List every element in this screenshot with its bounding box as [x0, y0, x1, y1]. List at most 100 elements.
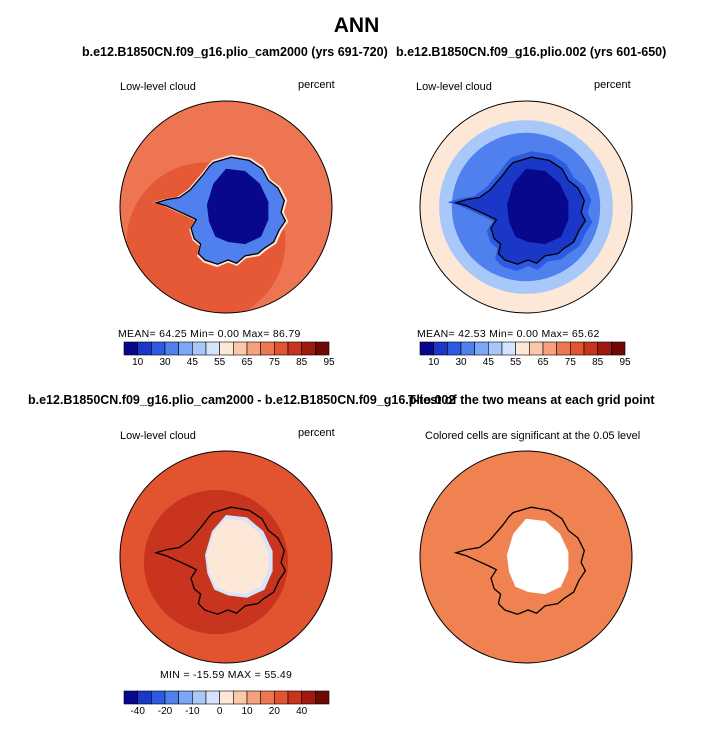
colorbar-swatch	[287, 690, 302, 705]
colorbar-swatch	[219, 341, 234, 356]
colorbar-swatch	[123, 690, 138, 705]
colorbar-swatch	[274, 690, 289, 705]
panel-1-units-label: percent	[298, 79, 335, 91]
colorbar-tick-label: 45	[482, 357, 494, 368]
map-panel-4	[419, 450, 633, 664]
colorbar-tick-label: 65	[241, 357, 253, 368]
colorbar-tick-label: 55	[510, 357, 522, 368]
colorbar-swatch	[192, 690, 207, 705]
colorbar-tick-label: 40	[296, 706, 308, 717]
antarctica-coastline	[153, 156, 287, 265]
panel-2-variable-label: Low-level cloud	[416, 81, 492, 93]
colorbar-swatch	[301, 341, 316, 356]
colorbar-2	[419, 341, 626, 356]
colorbar-tick-label: 30	[159, 357, 171, 368]
colorbar-swatch	[246, 341, 261, 356]
colorbar-swatch	[556, 341, 571, 356]
colorbar-swatch	[460, 341, 475, 356]
colorbar-tick-label: 30	[455, 357, 467, 368]
colorbar-tick-label: 85	[296, 357, 308, 368]
colorbar-swatch	[611, 341, 626, 356]
colorbar-swatch	[474, 341, 489, 356]
colorbar-tick-label: -10	[185, 706, 200, 717]
colorbar-swatch	[515, 341, 530, 356]
map-panel-1	[119, 100, 333, 314]
panel-3-variable-label: Low-level cloud	[120, 430, 196, 442]
antarctica-coastline	[453, 506, 587, 615]
colorbar-swatch	[192, 341, 207, 356]
panel-4-title: T-test of the two means at each grid poi…	[408, 393, 655, 407]
map-boundary	[419, 100, 633, 314]
colorbar-tick-label: 10	[132, 357, 144, 368]
colorbar-tick-label: 65	[537, 357, 549, 368]
colorbar-swatch	[488, 341, 503, 356]
antarctica-coastline	[453, 156, 587, 265]
colorbar-swatch	[137, 690, 152, 705]
colorbar-swatch	[529, 341, 544, 356]
panel-3-units-label: percent	[298, 427, 335, 439]
panel-1-stats: MEAN= 64.25 Min= 0.00 Max= 86.79	[118, 328, 301, 340]
colorbar-tick-label: 55	[214, 357, 226, 368]
colorbar-tick-label: -20	[157, 706, 173, 717]
panel-2-units-label: percent	[594, 79, 631, 91]
colorbar-swatch	[123, 341, 138, 356]
map-panel-2	[419, 100, 633, 314]
colorbar-tick-label: 95	[619, 357, 631, 368]
panel-3-title: b.e12.B1850CN.f09_g16.plio_cam2000 - b.e…	[28, 393, 456, 407]
map-boundary	[119, 450, 333, 664]
colorbar-swatch	[570, 341, 585, 356]
colorbar-swatch	[233, 690, 248, 705]
colorbar-swatch	[260, 690, 275, 705]
colorbar-swatch	[178, 341, 193, 356]
colorbar-tick-label: 10	[428, 357, 440, 368]
colorbar-tick-label: 85	[592, 357, 604, 368]
map-boundary	[419, 450, 633, 664]
colorbar-3	[123, 690, 330, 705]
colorbar-swatch	[137, 341, 152, 356]
colorbar-tick-label: 45	[186, 357, 198, 368]
interior-near-zero	[206, 518, 269, 595]
map-boundary	[119, 100, 333, 314]
colorbar-tick-label: 20	[268, 706, 280, 717]
colorbar-swatch	[164, 341, 179, 356]
panel-1-title: b.e12.B1850CN.f09_g16.plio_cam2000 (yrs …	[82, 45, 388, 59]
colorbar-swatch	[583, 341, 598, 356]
colorbar-swatch	[433, 341, 448, 356]
colorbar-swatch	[542, 341, 557, 356]
interior-low-cloud	[506, 168, 569, 245]
colorbar-swatch	[246, 690, 261, 705]
colorbar-tick-label: -40	[130, 706, 145, 717]
colorbar-1	[123, 341, 330, 356]
colorbar-swatch	[151, 341, 166, 356]
panel-1-variable-label: Low-level cloud	[120, 81, 196, 93]
colorbar-swatch	[219, 690, 234, 705]
colorbar-tick-label: 10	[241, 706, 253, 717]
colorbar-tick-label: 95	[323, 357, 335, 368]
panel-2-title: b.e12.B1850CN.f09_g16.plio.002 (yrs 601-…	[396, 45, 667, 59]
panel-4-subtitle: Colored cells are significant at the 0.0…	[425, 430, 641, 442]
colorbar-swatch	[205, 690, 220, 705]
colorbar-swatch	[315, 341, 330, 356]
colorbar-swatch	[205, 341, 220, 356]
interior-low-cloud	[206, 168, 269, 245]
colorbar-swatch	[260, 341, 275, 356]
colorbar-tick-label: 0	[216, 706, 223, 717]
colorbar-swatch	[274, 341, 289, 356]
figure-title: ANN	[333, 14, 380, 37]
colorbar-swatch	[151, 690, 166, 705]
colorbar-swatch	[178, 690, 193, 705]
colorbar-swatch	[419, 341, 434, 356]
map-panel-3	[119, 450, 333, 664]
colorbar-swatch	[597, 341, 612, 356]
colorbar-swatch	[315, 690, 330, 705]
colorbar-tick-label: 75	[564, 357, 576, 368]
panel-3-stats: MIN = -15.59 MAX = 55.49	[160, 669, 293, 681]
colorbar-swatch	[233, 341, 248, 356]
non-significant-cells	[506, 518, 569, 595]
colorbar-swatch	[164, 690, 179, 705]
colorbar-swatch	[287, 341, 302, 356]
colorbar-swatch	[501, 341, 516, 356]
antarctica-coastline	[153, 506, 287, 615]
colorbar-swatch	[447, 341, 462, 356]
